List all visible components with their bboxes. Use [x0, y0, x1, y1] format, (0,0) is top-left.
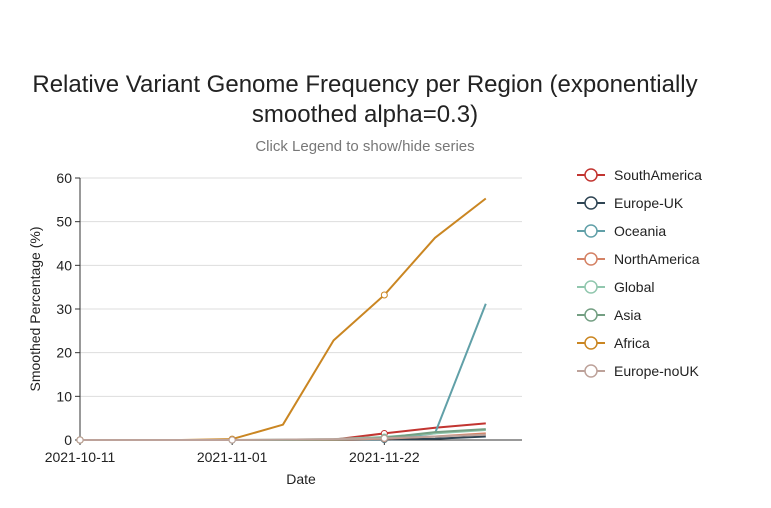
y-tick-label: 0: [64, 432, 72, 448]
x-tick-label: 2021-10-11: [45, 449, 116, 465]
series-lines: [76, 197, 487, 444]
x-tick-label: 2021-11-01: [197, 449, 268, 465]
chart-title-line-2: smoothed alpha=0.3): [251, 101, 479, 128]
legend-label: Asia: [614, 307, 641, 323]
y-tick-label: 20: [56, 345, 72, 361]
y-tick-label: 30: [56, 301, 72, 317]
y-tick-label: 60: [56, 170, 72, 186]
x-axis-title: Date: [286, 471, 316, 487]
legend-item[interactable]: NorthAmerica: [577, 251, 700, 267]
legend-marker: [584, 280, 598, 294]
legend-item[interactable]: Oceania: [577, 223, 666, 239]
y-axis-title: Smoothed Percentage (%): [27, 227, 43, 392]
series-line: [80, 197, 487, 441]
data-point: [380, 291, 388, 299]
legend-item[interactable]: Africa: [577, 335, 650, 351]
series-line: [80, 303, 487, 441]
data-point: [380, 434, 388, 442]
legend-label: Oceania: [614, 223, 666, 239]
chart-title-line-1: Relative Variant Genome Frequency per Re…: [32, 71, 698, 98]
legend-item[interactable]: Europe-noUK: [577, 363, 699, 379]
chart-title: Relative Variant Genome Frequency per Re…: [0, 70, 730, 130]
x-tick-label: 2021-11-22: [349, 449, 420, 465]
data-point: [76, 436, 84, 444]
legend-marker: [584, 336, 598, 350]
legend-label: Europe-UK: [614, 195, 684, 211]
legend-label: Africa: [614, 335, 650, 351]
y-tick-label: 50: [56, 214, 72, 230]
chart-subtitle: Click Legend to show/hide series: [255, 138, 475, 155]
legend-item[interactable]: Europe-UK: [577, 195, 684, 211]
y-tick-label: 10: [56, 388, 72, 404]
y-tick-label: 40: [56, 257, 72, 273]
legend-label: NorthAmerica: [614, 251, 700, 267]
legend-marker: [584, 196, 598, 210]
grid-lines: [80, 177, 522, 397]
axes: 0 10 20 30 40 50 60 2021-10-11 2021-11-01 2021-11…: [45, 170, 522, 465]
legend[interactable]: SouthAmerica Europe-UK Oceania NorthAmerica…: [577, 167, 702, 379]
legend-item[interactable]: Global: [577, 279, 654, 295]
legend-marker: [584, 252, 598, 266]
series-line: [80, 433, 486, 441]
legend-marker: [584, 364, 598, 378]
legend-label: SouthAmerica: [614, 167, 702, 183]
legend-label: Europe-noUK: [614, 363, 699, 379]
legend-marker: [584, 308, 598, 322]
legend-marker: [584, 168, 598, 182]
legend-marker: [584, 224, 598, 238]
legend-label: Global: [614, 279, 654, 295]
legend-item[interactable]: SouthAmerica: [577, 167, 702, 183]
data-point: [228, 436, 236, 444]
legend-item[interactable]: Asia: [577, 307, 641, 323]
